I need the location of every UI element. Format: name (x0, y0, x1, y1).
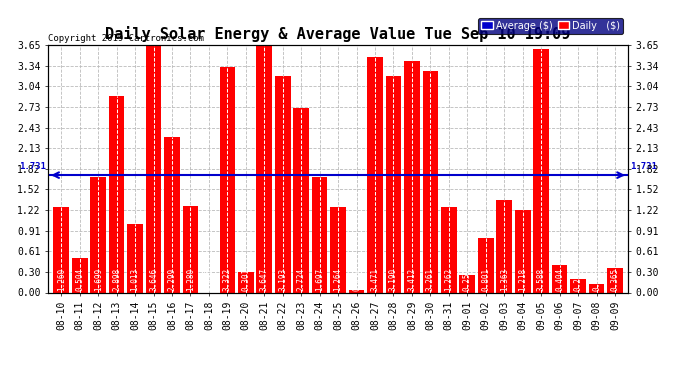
Bar (238, 272, 254, 292)
Bar (72, 258, 88, 292)
Text: 3.193: 3.193 (278, 268, 287, 291)
Bar (257, 45, 272, 292)
Text: 2.724: 2.724 (297, 268, 306, 291)
Legend: Average ($), Daily   ($): Average ($), Daily ($) (478, 18, 623, 33)
Bar (275, 76, 290, 292)
Text: 1.363: 1.363 (500, 268, 509, 291)
Bar (422, 71, 438, 292)
Bar (570, 279, 586, 292)
Text: 3.322: 3.322 (223, 268, 232, 291)
Text: 1.262: 1.262 (444, 268, 453, 291)
Text: 0.801: 0.801 (481, 268, 491, 291)
Text: 1.731: 1.731 (19, 162, 46, 171)
Text: 2.898: 2.898 (112, 268, 121, 291)
Text: 0.202: 0.202 (573, 268, 582, 291)
Bar (183, 206, 198, 292)
Bar (589, 284, 604, 292)
Text: Copyright 2019 Cartronics.com: Copyright 2019 Cartronics.com (48, 33, 204, 42)
Text: 1.280: 1.280 (186, 268, 195, 291)
Bar (441, 207, 457, 292)
Text: 1.013: 1.013 (130, 268, 139, 291)
Text: 1.731: 1.731 (630, 162, 657, 171)
Text: 0.030: 0.030 (352, 268, 361, 291)
Bar (53, 207, 69, 292)
Text: 2.299: 2.299 (168, 268, 177, 291)
Text: 0.301: 0.301 (241, 268, 250, 291)
Bar (164, 136, 180, 292)
Bar (127, 224, 143, 292)
Text: 3.646: 3.646 (149, 268, 158, 291)
Text: 0.257: 0.257 (463, 268, 472, 291)
Text: 1.697: 1.697 (315, 268, 324, 291)
Text: 0.504: 0.504 (75, 268, 84, 291)
Bar (367, 57, 383, 292)
Text: 3.588: 3.588 (537, 268, 546, 291)
Bar (552, 265, 567, 292)
Bar (146, 45, 161, 292)
Text: 3.190: 3.190 (389, 268, 398, 291)
Text: 1.699: 1.699 (94, 268, 103, 291)
Bar (515, 210, 531, 292)
Text: 3.412: 3.412 (407, 268, 417, 291)
Bar (109, 96, 124, 292)
Bar (348, 291, 364, 292)
Text: 1.218: 1.218 (518, 268, 527, 291)
Bar (312, 177, 328, 292)
Text: 3.471: 3.471 (371, 268, 380, 291)
Text: 1.264: 1.264 (333, 268, 343, 291)
Bar (496, 200, 512, 292)
Text: 0.365: 0.365 (611, 268, 620, 291)
Bar (478, 238, 493, 292)
Text: 3.647: 3.647 (259, 268, 269, 291)
Bar (331, 207, 346, 292)
Text: 1.260: 1.260 (57, 268, 66, 291)
Bar (386, 76, 402, 292)
Text: 0.404: 0.404 (555, 268, 564, 291)
Bar (533, 49, 549, 292)
Bar (219, 67, 235, 292)
Bar (90, 177, 106, 292)
Bar (404, 61, 420, 292)
Bar (293, 108, 309, 292)
Bar (460, 275, 475, 292)
Title: Daily Solar Energy & Average Value Tue Sep 10 19:09: Daily Solar Energy & Average Value Tue S… (106, 27, 571, 42)
Bar (607, 268, 623, 292)
Text: 0.128: 0.128 (592, 268, 601, 291)
Text: 0.000: 0.000 (204, 268, 213, 291)
Text: 3.261: 3.261 (426, 268, 435, 291)
